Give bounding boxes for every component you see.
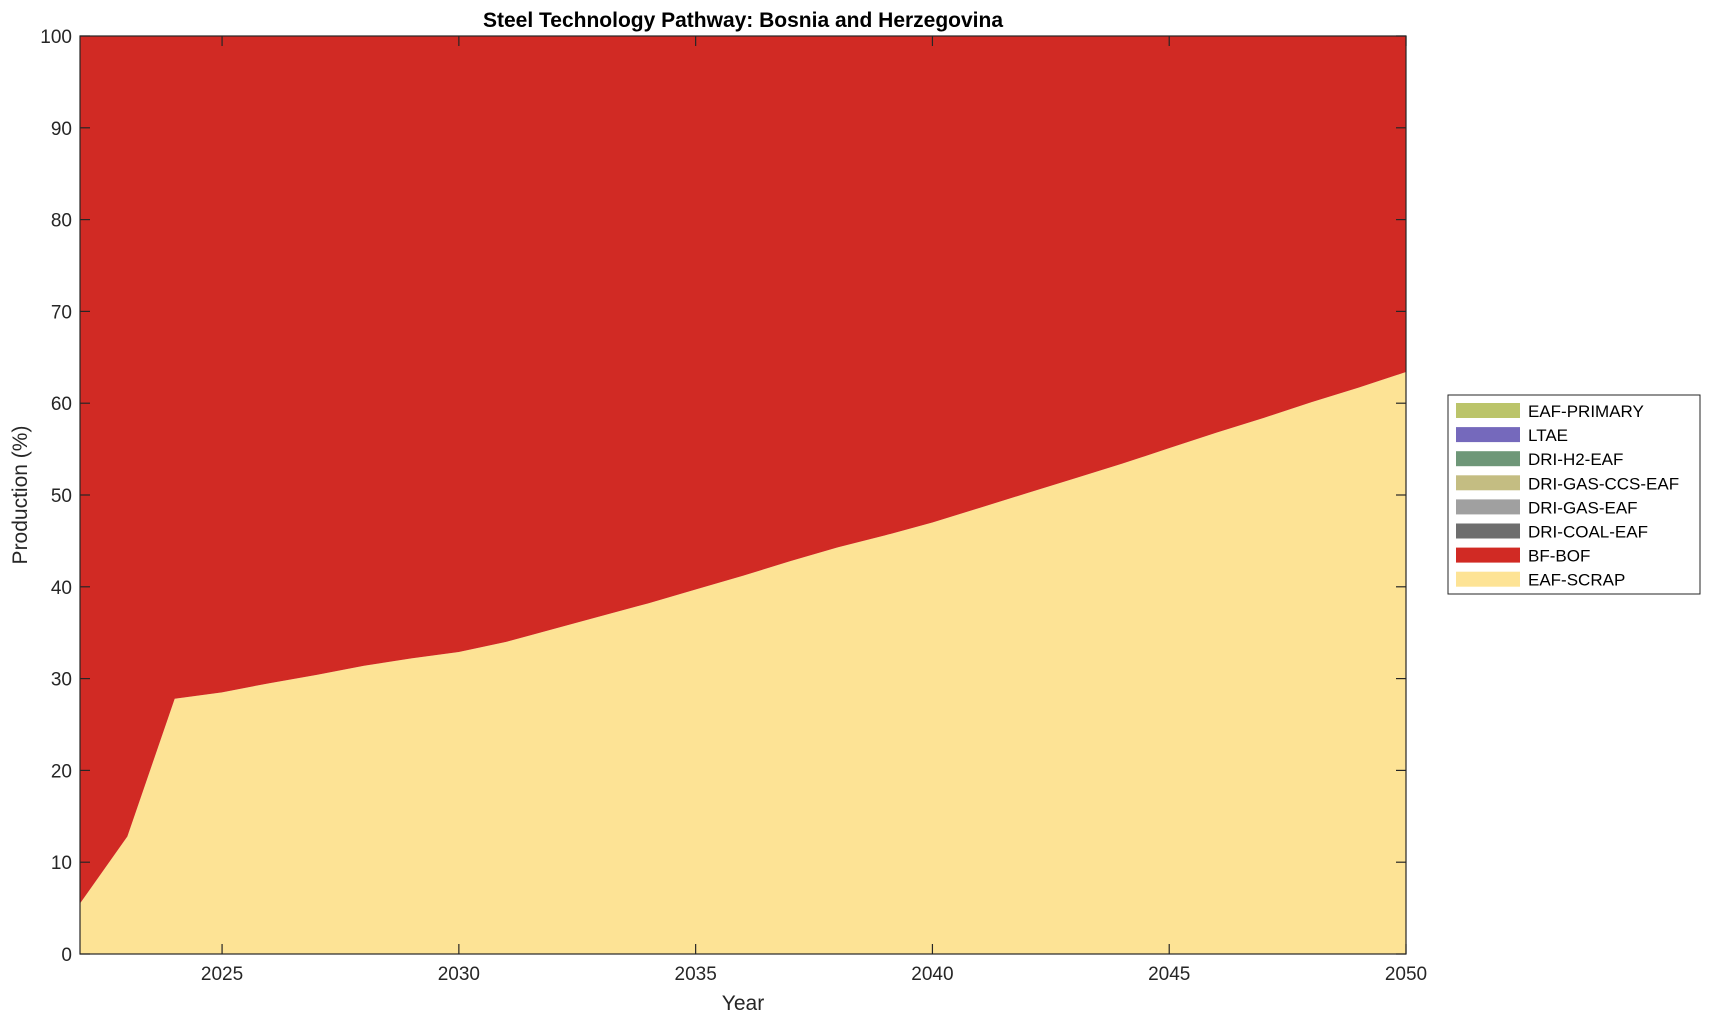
y-tick-label: 0 (61, 945, 72, 966)
legend-label: DRI-GAS-EAF (1528, 498, 1638, 517)
chart-title: Steel Technology Pathway: Bosnia and Her… (483, 9, 1003, 32)
legend-entry-eaf-scrap: EAF-SCRAP (1456, 571, 1625, 590)
legend-swatch (1456, 547, 1520, 563)
x-axis-title: Year (722, 992, 764, 1015)
legend-label: DRI-H2-EAF (1528, 450, 1623, 469)
areas-layer (80, 36, 1406, 954)
legend-entry-dri-h2-eaf: DRI-H2-EAF (1456, 450, 1623, 469)
legend-swatch (1456, 475, 1520, 491)
legend: EAF-PRIMARY LTAE DRI-H2-EAF DRI-GAS-CCS-EAF… (1447, 394, 1701, 595)
x-tick-label: 2045 (1148, 964, 1190, 985)
x-tick-label: 2040 (911, 964, 953, 985)
legend-entry-dri-coal-eaf: DRI-COAL-EAF (1456, 523, 1648, 542)
legend-swatch (1456, 427, 1520, 443)
x-tick-label: 2030 (438, 964, 480, 985)
legend-swatch (1456, 571, 1520, 587)
legend-label: DRI-COAL-EAF (1528, 523, 1648, 542)
y-tick-label: 50 (51, 486, 72, 507)
y-tick-label: 60 (51, 394, 72, 415)
legend-label: EAF-SCRAP (1528, 571, 1625, 590)
y-tick-label: 90 (51, 119, 72, 140)
legend-entry-ltae: LTAE (1456, 426, 1568, 445)
y-tick-label: 80 (51, 211, 72, 232)
y-tick-label: 40 (51, 578, 72, 599)
x-tick-label: 2025 (201, 964, 243, 985)
legend-swatch (1456, 523, 1520, 539)
area-bf-bof (80, 36, 1406, 904)
legend-entry-bf-bof: BF-BOF (1456, 547, 1590, 566)
legend-entry-eaf-primary: EAF-PRIMARY (1456, 402, 1644, 421)
area-eaf-scrap (80, 371, 1406, 954)
legend-swatch (1456, 403, 1520, 418)
legend-label: LTAE (1528, 426, 1568, 445)
y-tick-label: 30 (51, 670, 72, 691)
legend-entry-dri-gas-ccs-eaf: DRI-GAS-CCS-EAF (1456, 474, 1679, 493)
legend-entry-dri-gas-eaf: DRI-GAS-EAF (1456, 498, 1638, 517)
legend-label: BF-BOF (1528, 547, 1590, 566)
x-tick-label: 2050 (1385, 964, 1427, 985)
y-tick-label: 10 (51, 853, 72, 874)
legend-label: EAF-PRIMARY (1528, 402, 1644, 421)
y-tick-label: 20 (51, 761, 72, 782)
y-tick-label: 100 (40, 27, 72, 48)
legend-items: EAF-PRIMARY LTAE DRI-H2-EAF DRI-GAS-CCS-EAF… (1456, 402, 1679, 590)
legend-swatch (1456, 499, 1520, 515)
y-tick-label: 70 (51, 302, 72, 323)
y-axis-title: Production (%) (9, 426, 32, 565)
legend-swatch (1456, 451, 1520, 467)
legend-label: DRI-GAS-CCS-EAF (1528, 474, 1679, 493)
x-tick-label: 2035 (675, 964, 717, 985)
